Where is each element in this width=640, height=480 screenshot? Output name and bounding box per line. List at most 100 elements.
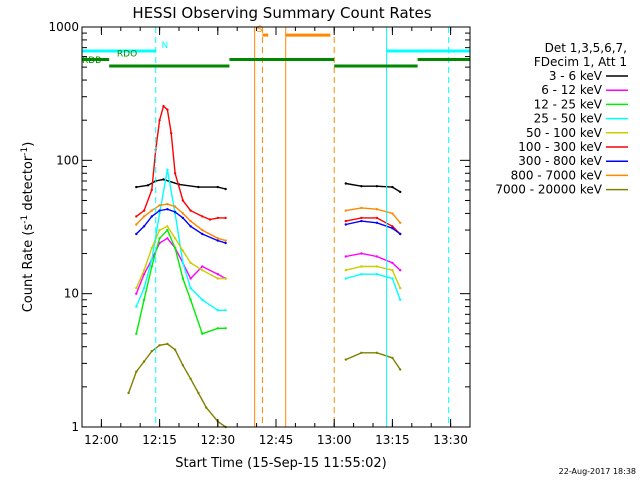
series-point-300-800-kev <box>150 215 153 218</box>
legend: Det 1,3,5,6,7, FDecim 1, Att 1 3 - 6 keV… <box>495 41 628 197</box>
series-800-7000-kev <box>135 202 402 242</box>
series-point-100-300-kev <box>162 104 165 108</box>
series-point-7000-20000-kev <box>166 342 169 346</box>
series-point-25-50-kev <box>201 298 204 301</box>
x-tick-label: 12:15 <box>142 433 177 447</box>
series-point-12-25-kev <box>150 265 153 268</box>
series-point-50-100-kev <box>399 286 402 290</box>
series-point-50-100-kev <box>216 277 219 280</box>
y-axis-label-sup: -1 <box>20 215 30 224</box>
series-point-6-12-kev <box>189 277 192 280</box>
series-point-6-12-kev <box>391 261 394 265</box>
series-point-25-50-kev <box>189 286 192 290</box>
flag-label-n: N <box>162 41 169 51</box>
series-point-7000-20000-kev <box>391 356 394 360</box>
flag-n: N <box>82 41 470 53</box>
series-point-6-12-kev <box>166 237 169 240</box>
series-point-3-6-kev <box>224 187 227 191</box>
series-point-7000-20000-kev <box>150 350 153 353</box>
series-point-7000-20000-kev <box>360 351 363 354</box>
series-point-25-50-kev <box>142 286 146 290</box>
legend-header-line-1: Det 1,3,5,6,7, <box>545 41 627 55</box>
series-point-50-100-kev <box>375 265 379 268</box>
series-point-12-25-kev <box>216 327 219 330</box>
y-axis: 1 10 100 1000 <box>48 20 470 434</box>
series-point-25-50-kev <box>224 309 227 312</box>
series-point-300-800-kev <box>189 225 192 228</box>
series-point-6-12-kev <box>399 269 402 272</box>
x-axis-label: Start Time (15-Sep-15 11:55:02) <box>175 456 386 471</box>
x-axis: 12:00 12:15 12:30 12:45 13:00 13:15 13:30 <box>81 27 471 447</box>
series-point-25-50-kev <box>135 305 138 308</box>
series-point-7000-20000-kev <box>142 360 146 363</box>
series-point-50-100-kev <box>173 237 177 240</box>
y-tick-label: 100 <box>56 153 79 167</box>
y-tick-label: 1 <box>71 420 79 434</box>
y-axis-label-sup2: -1 <box>20 147 30 156</box>
series-point-25-50-kev <box>150 258 153 261</box>
series-point-50-100-kev <box>391 269 394 272</box>
series-point-800-7000-kev <box>216 237 219 240</box>
series-point-12-25-kev <box>189 298 192 301</box>
series-point-12-25-kev <box>181 277 185 280</box>
series-point-25-50-kev <box>375 273 379 276</box>
series-point-6-12-kev <box>142 273 146 276</box>
series-point-7000-20000-kev <box>158 344 161 347</box>
series-point-25-50-kev <box>216 309 219 312</box>
series-12-25-kev <box>135 228 227 335</box>
series-point-800-7000-kev <box>399 221 402 224</box>
legend-label-25-50-kev: 25 - 50 keV <box>534 112 603 126</box>
series-point-3-6-kev <box>344 182 347 185</box>
series-point-7000-20000-kev <box>135 370 138 373</box>
legend-header-line-2: FDecim 1, Att 1 <box>534 55 627 69</box>
series-point-7000-20000-kev <box>181 364 185 367</box>
series-point-50-100-kev <box>344 269 347 272</box>
series-point-50-100-kev <box>189 261 192 265</box>
series-100-300-kev <box>135 104 402 236</box>
series-point-25-50-kev <box>399 298 402 301</box>
legend-label-800-7000-kev: 800 - 7000 keV <box>511 168 603 182</box>
series-point-7000-20000-kev <box>189 377 192 380</box>
series-point-100-300-kev <box>166 108 169 111</box>
series-point-300-800-kev <box>181 216 185 220</box>
series-point-800-7000-kev <box>158 204 161 207</box>
series-point-12-25-kev <box>135 332 138 335</box>
series-point-25-50-kev <box>181 261 185 265</box>
series-point-50-100-kev <box>158 228 161 232</box>
series-point-300-800-kev <box>375 221 379 224</box>
series-point-100-300-kev <box>216 216 219 220</box>
series-point-300-800-kev <box>360 219 363 223</box>
series-point-12-25-kev <box>158 237 161 240</box>
series-point-100-300-kev <box>360 216 363 220</box>
series-point-100-300-kev <box>375 216 379 220</box>
series-7000-20000-kev <box>127 342 402 429</box>
series-point-25-50-kev <box>158 212 161 215</box>
series-point-300-800-kev <box>201 232 204 236</box>
series-point-100-300-kev <box>391 225 394 228</box>
series-point-100-300-kev <box>181 199 185 202</box>
series-point-300-800-kev <box>158 209 161 212</box>
series-point-300-800-kev <box>344 223 347 226</box>
series-layer <box>127 104 402 429</box>
series-point-6-12-kev <box>201 265 204 268</box>
series-point-3-6-kev <box>375 185 379 188</box>
series-point-300-800-kev <box>216 239 219 242</box>
series-point-3-6-kev <box>360 185 363 188</box>
series-point-800-7000-kev <box>150 209 153 212</box>
series-point-7000-20000-kev <box>173 348 177 351</box>
series-point-100-300-kev <box>170 131 173 135</box>
series-point-12-25-kev <box>166 228 169 232</box>
series-25-50-kev <box>135 168 402 312</box>
series-point-3-6-kev <box>391 185 394 189</box>
series-point-800-7000-kev <box>375 208 379 211</box>
series-point-300-800-kev <box>391 227 394 230</box>
series-point-12-25-kev <box>224 327 227 330</box>
series-point-800-7000-kev <box>166 202 169 206</box>
footer-timestamp: 22-Aug-2017 18:38 <box>559 467 636 476</box>
series-point-50-100-kev <box>181 249 185 252</box>
series-point-6-12-kev <box>135 292 138 295</box>
series-point-25-50-kev <box>360 273 363 276</box>
series-point-800-7000-kev <box>391 212 394 215</box>
series-point-100-300-kev <box>201 215 204 218</box>
series-point-3-6-kev <box>146 184 150 187</box>
